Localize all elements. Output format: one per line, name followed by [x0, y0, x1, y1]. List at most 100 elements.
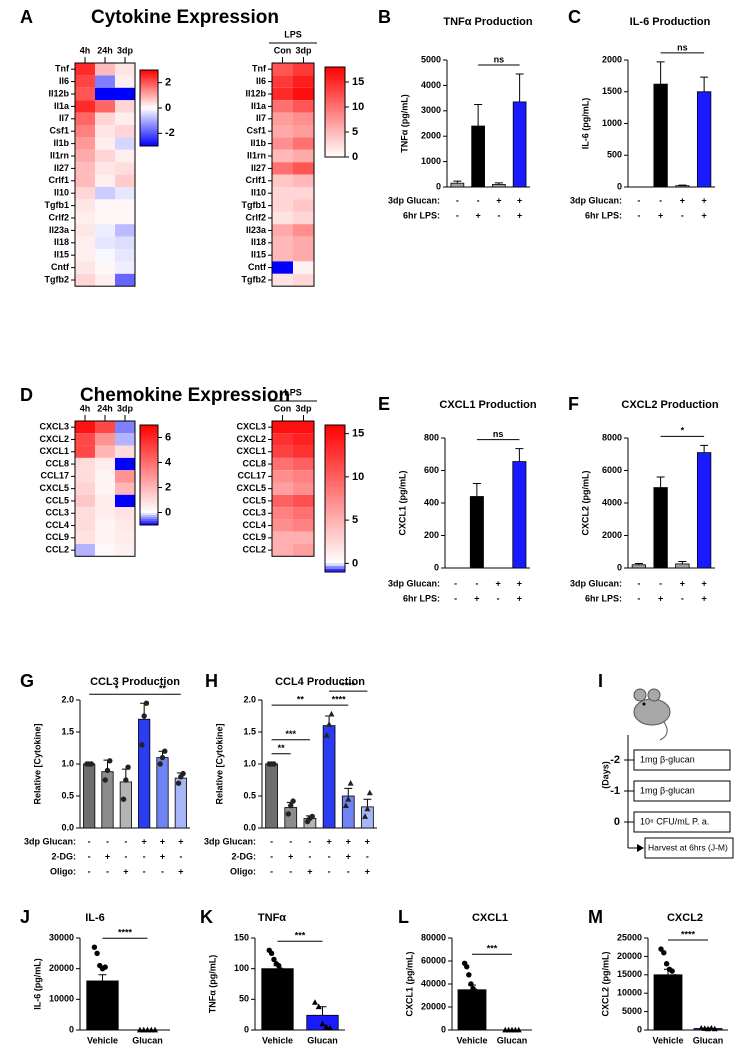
heat-cell: [75, 137, 95, 150]
heat-cell: [75, 63, 95, 76]
y-tick-label: 0.0: [243, 822, 256, 832]
panel-letter: A: [20, 7, 33, 27]
data-point: [136, 1026, 143, 1033]
heat-cell: [115, 470, 135, 483]
bar: [696, 91, 712, 188]
colorbar-strip: [140, 425, 158, 428]
column-label: 3dp: [295, 403, 312, 413]
colorbar-strip: [325, 90, 345, 93]
bar: [450, 182, 465, 188]
colorbar-strip: [325, 530, 345, 535]
y-tick-label: 0: [637, 1024, 642, 1034]
heat-cell: [115, 261, 135, 274]
condition-label: Oligo:: [50, 866, 76, 876]
y-tick-label: 1000: [602, 118, 622, 128]
y-tick-label: 4000: [421, 80, 441, 90]
colorbar-strip: [325, 74, 345, 77]
row-label: Crlf2: [245, 212, 266, 222]
x-tick-label: Glucan: [132, 1035, 163, 1045]
colorbar-strip: [325, 545, 345, 549]
data-point: [144, 1026, 151, 1033]
column-label: 24h: [97, 45, 113, 55]
heat-cell: [272, 457, 293, 471]
bar: [492, 184, 506, 188]
colorbar-label: 5: [352, 126, 358, 138]
y-axis-label: IL-6 (pg/mL): [32, 958, 42, 1010]
colorbar-strip: [325, 498, 345, 502]
y-tick-label: 15000: [617, 969, 642, 979]
row-label: Tnf: [252, 64, 267, 74]
y-tick-label: 100: [234, 963, 249, 973]
bar: [631, 564, 647, 569]
bar: [471, 125, 485, 188]
colorbar-strip: [140, 499, 158, 502]
condition-value: +: [680, 578, 685, 588]
heat-cell: [293, 236, 314, 249]
error-bar: [700, 76, 709, 92]
heat-cell: [272, 236, 293, 249]
data-point: [309, 813, 315, 820]
heat-cell: [95, 519, 115, 532]
y-tick-label: 200: [424, 530, 439, 540]
y-tick-label: 0: [441, 1024, 446, 1034]
colorbar-strip: [325, 153, 345, 156]
data-point: [708, 1024, 715, 1031]
condition-label: 2-DG:: [232, 851, 257, 861]
row-label: Il27: [251, 163, 266, 173]
condition-value: +: [475, 210, 480, 220]
data-point: [326, 721, 333, 727]
colorbar-strip: [325, 548, 345, 552]
heat-cell: [95, 137, 115, 150]
row-label: Cntf: [248, 262, 267, 272]
condition-value: -: [88, 866, 91, 876]
heat-cell: [115, 137, 135, 150]
bar: [86, 980, 119, 1031]
bar: [469, 496, 484, 569]
column-label: 4h: [80, 403, 91, 413]
y-tick-label: 0: [244, 1024, 249, 1034]
colorbar-strip: [140, 471, 158, 474]
column-label: 24h: [97, 403, 113, 413]
y-tick-label: 1.0: [243, 758, 256, 768]
error-bar: [472, 483, 481, 497]
heat-cell: [115, 507, 135, 520]
data-point: [658, 946, 664, 952]
condition-value: -: [475, 578, 478, 588]
heat-cell: [272, 544, 293, 557]
heat-cell: [272, 100, 293, 113]
heat-cell: [95, 162, 115, 175]
y-tick-label: 5000: [421, 54, 441, 64]
heat-cell: [95, 100, 115, 113]
y-axis-label: IL-6 (pg/mL): [580, 98, 590, 150]
colorbar-strip: [140, 82, 158, 85]
colorbar-strip: [325, 83, 345, 86]
heat-cell: [115, 421, 135, 434]
colorbar-label: 10: [352, 471, 364, 483]
data-point: [476, 992, 483, 999]
condition-value: -: [179, 851, 182, 861]
x-tick-label: Vehicle: [652, 1035, 683, 1045]
row-label: Il23a: [246, 225, 267, 235]
colorbar-strip: [325, 108, 345, 111]
colorbar-strip: [140, 124, 158, 127]
row-label: CXCL2: [236, 434, 266, 444]
condition-value: -: [270, 866, 273, 876]
condition-value: -: [143, 866, 146, 876]
heat-cell: [293, 507, 314, 520]
row-label: Il1b: [250, 138, 266, 148]
colorbar-frame: [324, 66, 346, 158]
heat-cell: [75, 211, 95, 225]
colorbar-label: 10: [352, 101, 364, 113]
x-tick-label: Vehicle: [87, 1035, 118, 1045]
colorbar-strip: [140, 127, 158, 130]
heat-cell: [115, 482, 135, 495]
colorbar-strip: [325, 542, 345, 546]
row-label: CCL3: [242, 508, 266, 518]
heat-cell: [75, 174, 95, 187]
colorbar-strip: [325, 135, 345, 138]
x-tick-label: Vehicle: [262, 1035, 293, 1045]
colorbar-strip: [325, 522, 345, 526]
timeline-step: 1mg β-glucan: [640, 754, 695, 764]
colorbar-strip: [325, 144, 345, 147]
heat-cell: [115, 224, 135, 237]
